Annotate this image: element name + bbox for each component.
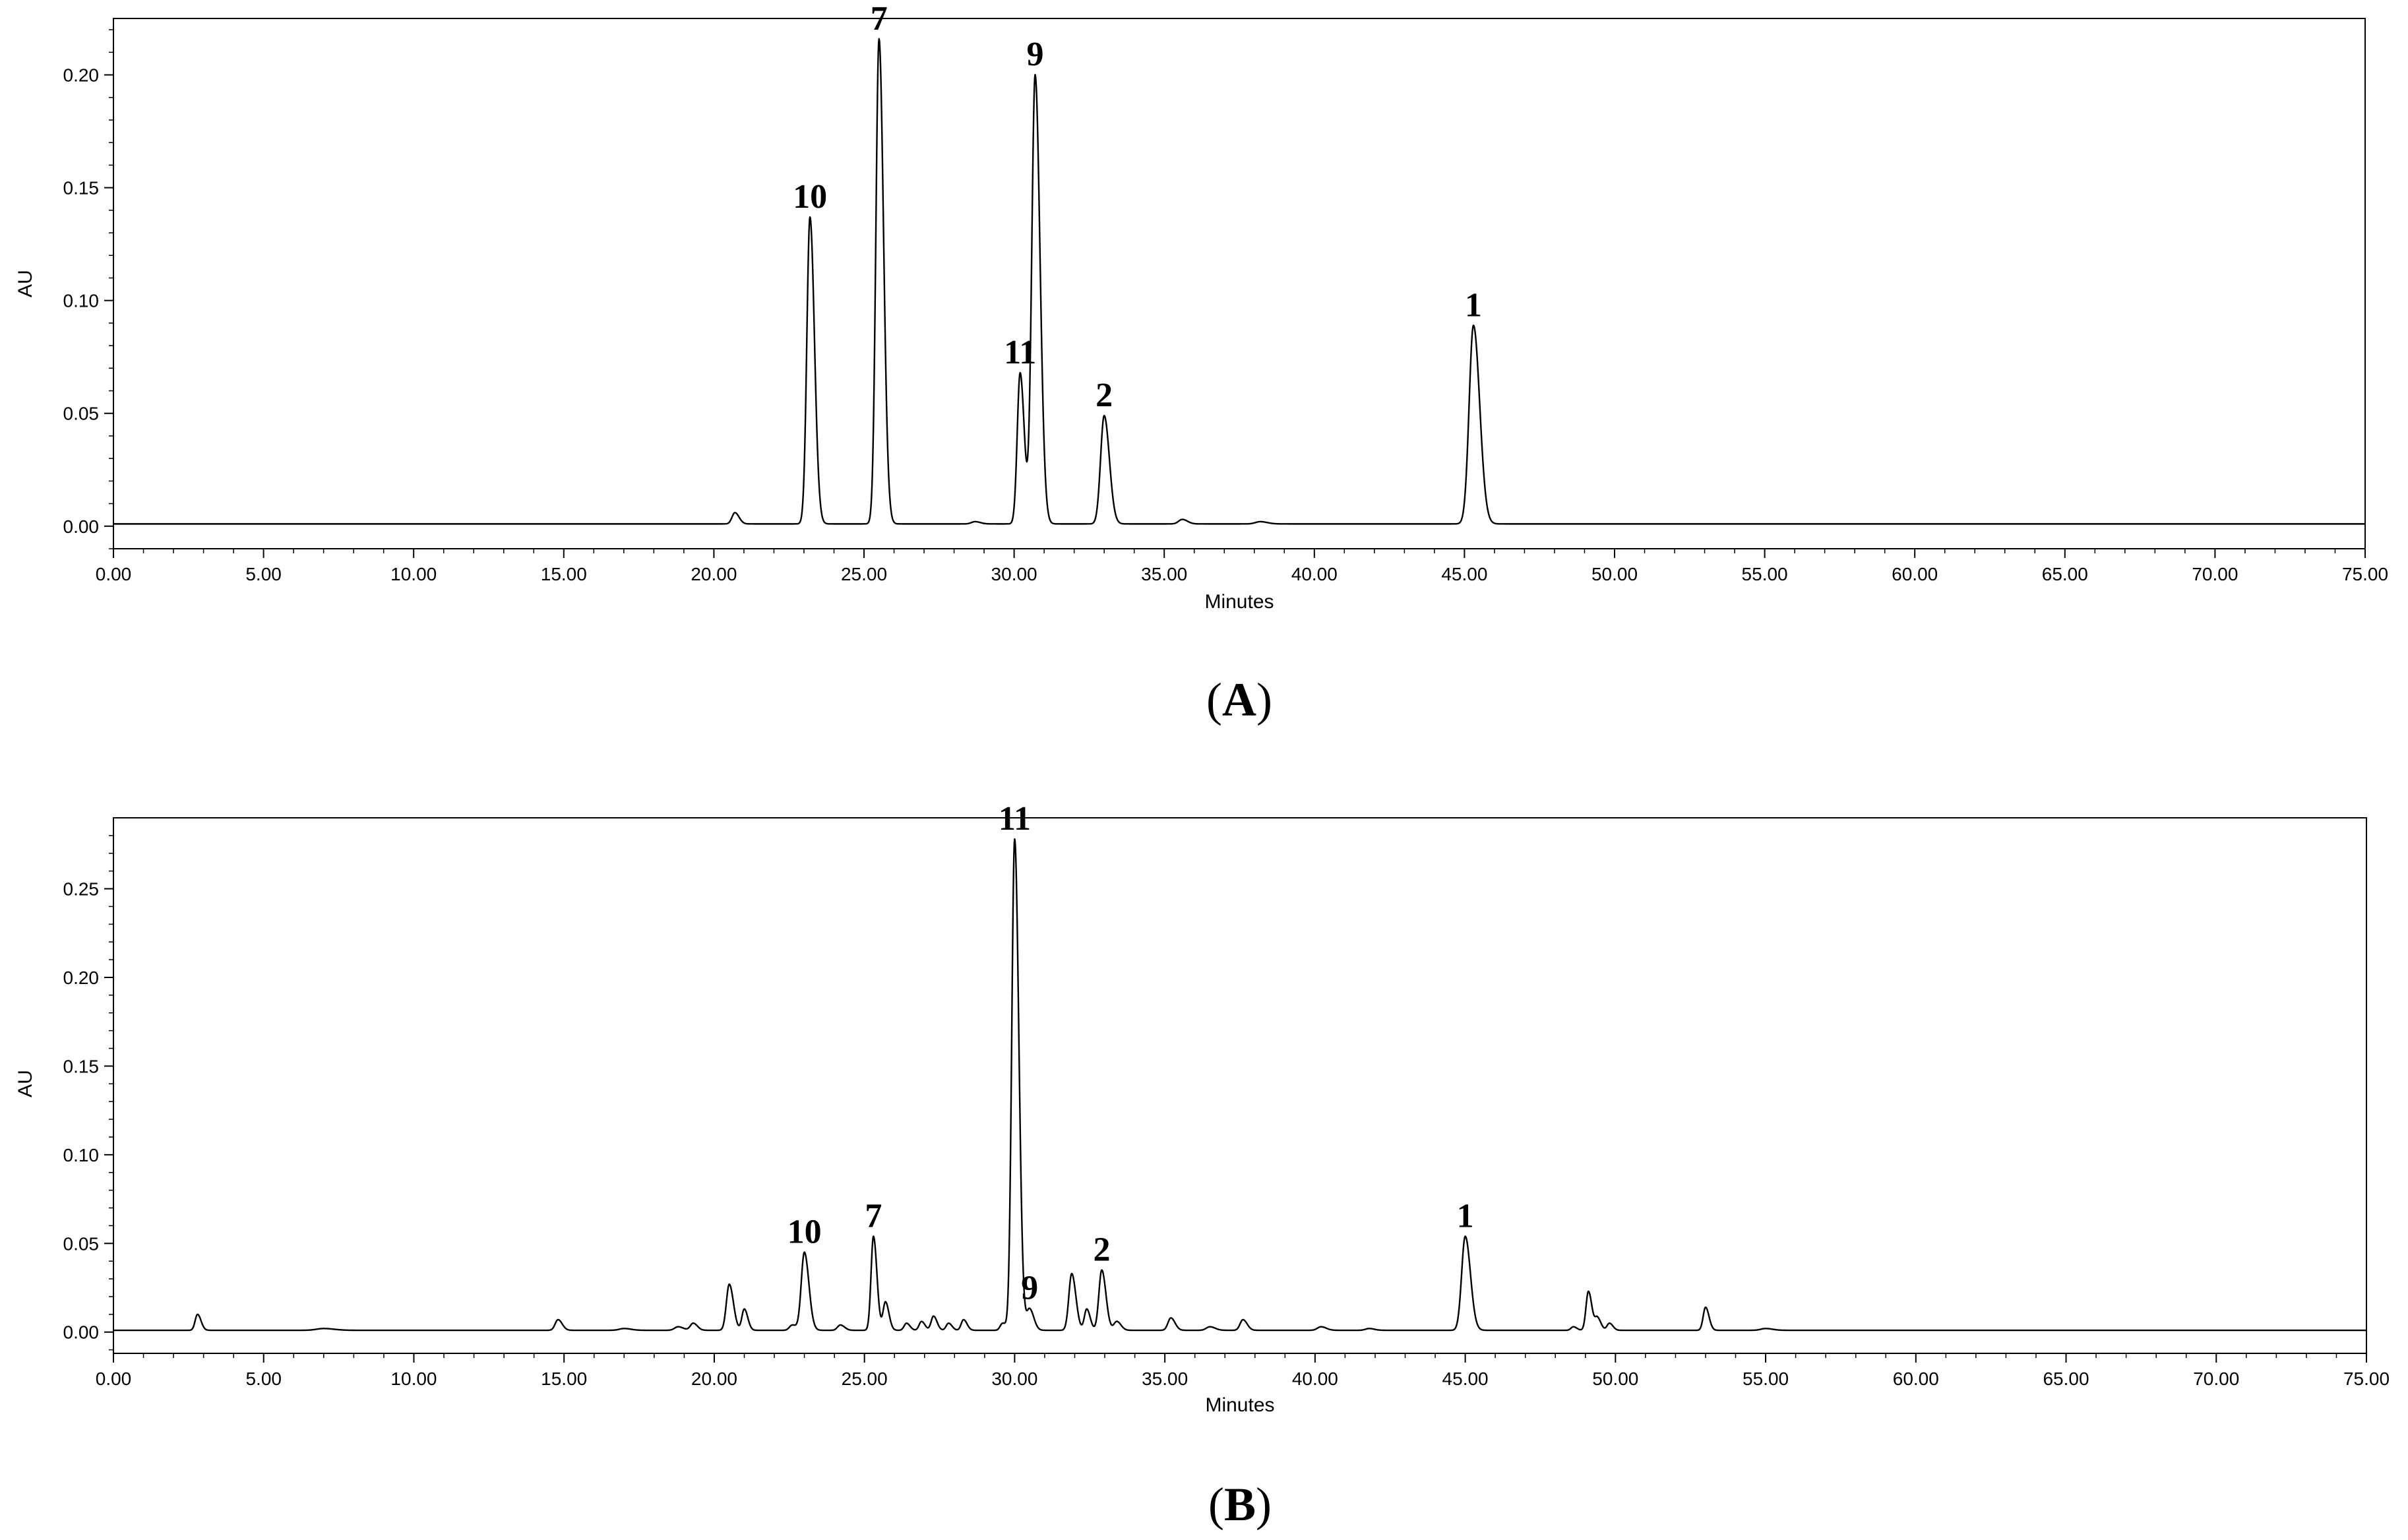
plot-frame — [113, 817, 2367, 1354]
x-tick-label: 65.00 — [2042, 564, 2088, 584]
x-tick-label: 10.00 — [390, 1369, 437, 1389]
x-tick-label: 70.00 — [2193, 1369, 2239, 1389]
x-tick-label: 5.00 — [245, 1369, 282, 1389]
panel-label: (B) — [1208, 1478, 1272, 1531]
x-axis-title: Minutes — [1205, 1394, 1274, 1416]
peak-label: 1 — [1465, 286, 1482, 324]
x-tick-label: 65.00 — [2043, 1369, 2089, 1389]
x-tick-label: 40.00 — [1292, 1369, 1338, 1389]
y-tick-label: 0.25 — [63, 879, 100, 900]
y-axis-title: AU — [15, 270, 36, 297]
x-tick-label: 30.00 — [991, 564, 1037, 584]
y-tick-label: 0.15 — [63, 178, 100, 199]
x-tick-label: 15.00 — [541, 564, 587, 584]
panel-letter: B — [1224, 1478, 1256, 1531]
y-tick-label: 0.10 — [63, 1145, 100, 1165]
x-tick-label: 30.00 — [991, 1369, 1037, 1389]
x-tick-label: 55.00 — [1743, 1369, 1789, 1389]
chromatogram-trace — [113, 38, 2366, 525]
x-tick-label: 75.00 — [2343, 1369, 2390, 1389]
x-tick-label: 70.00 — [2192, 564, 2238, 584]
x-tick-label: 20.00 — [691, 564, 737, 584]
x-tick-label: 25.00 — [842, 1369, 888, 1389]
y-tick-label: 0.20 — [63, 968, 100, 988]
peak-label: 9 — [1021, 1270, 1038, 1307]
peak-label: 10 — [793, 178, 827, 216]
peak-label: 1 — [1457, 1198, 1474, 1235]
y-tick-label: 0.00 — [63, 516, 100, 537]
x-tick-label: 5.00 — [245, 564, 282, 584]
plot-frame — [113, 18, 2366, 549]
panel-b: 0.00 5.00 10.00 15.00 20.00 25.00 30.00 35.00 40… — [15, 800, 2390, 1531]
panel-label: (A) — [1206, 673, 1272, 726]
panel-letter: A — [1222, 673, 1256, 726]
x-tick-label: 50.00 — [1591, 564, 1638, 584]
peak-label: 11 — [1004, 334, 1036, 371]
y-tick-label: 0.05 — [63, 404, 100, 424]
y-axis-title: AU — [15, 1070, 36, 1097]
peak-label: 9 — [1026, 36, 1043, 73]
x-axis-title: Minutes — [1204, 591, 1274, 613]
peak-label: 7 — [865, 1198, 882, 1235]
x-tick-label: 25.00 — [841, 564, 887, 584]
peak-label: 7 — [871, 0, 888, 38]
x-tick-label: 10.00 — [390, 564, 437, 584]
x-tick-label: 20.00 — [691, 1369, 737, 1389]
y-tick-label: 0.05 — [63, 1233, 100, 1254]
x-tick-label: 35.00 — [1141, 564, 1187, 584]
panel-a: 0.00 5.00 10.00 15.00 20.00 25.00 30.00 35.00 40… — [15, 0, 2388, 726]
x-tick-label: 60.00 — [1893, 1369, 1939, 1389]
chromatogram-trace — [113, 838, 2367, 1332]
x-tick-label: 40.00 — [1291, 564, 1338, 584]
y-tick-label: 0.15 — [63, 1056, 100, 1076]
x-tick-label: 35.00 — [1142, 1369, 1188, 1389]
y-tick-label: 0.10 — [63, 291, 100, 311]
peak-label: 11 — [999, 800, 1031, 838]
y-tick-label: 0.20 — [63, 65, 100, 86]
x-tick-label: 60.00 — [1892, 564, 1938, 584]
x-tick-label: 45.00 — [1442, 1369, 1489, 1389]
x-tick-label: 55.00 — [1742, 564, 1788, 584]
x-tick-label: 50.00 — [1592, 1369, 1638, 1389]
peak-label: 2 — [1093, 1231, 1110, 1269]
y-tick-label: 0.00 — [63, 1322, 100, 1343]
x-tick-label: 75.00 — [2342, 564, 2388, 584]
x-tick-label: 45.00 — [1441, 564, 1487, 584]
x-tick-label: 0.00 — [96, 564, 132, 584]
x-tick-label: 15.00 — [541, 1369, 587, 1389]
peak-label: 2 — [1096, 377, 1113, 414]
x-tick-label: 0.00 — [96, 1369, 132, 1389]
peak-label: 10 — [787, 1214, 822, 1251]
